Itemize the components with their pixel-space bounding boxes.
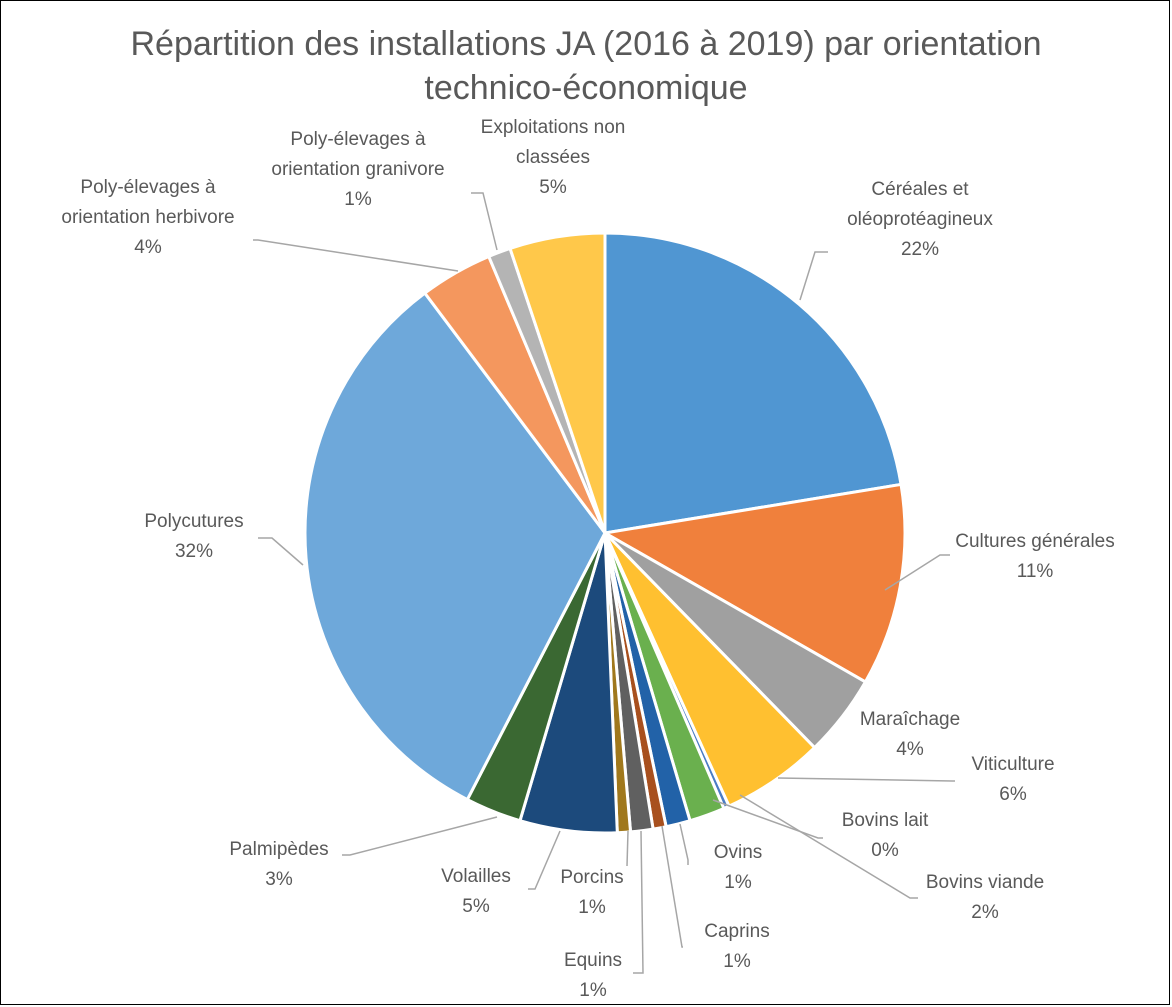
slice-value-label-equins: 1% bbox=[579, 980, 607, 1001]
leader-line-caprins bbox=[661, 825, 683, 948]
leader-line-cultures-generales bbox=[884, 554, 950, 591]
slice-category-label-bovins-lait: Bovins lait bbox=[842, 810, 929, 831]
pie-slice-polycutures bbox=[303, 291, 607, 802]
leader-line-volailles bbox=[528, 830, 561, 890]
leader-line-bovins-viande bbox=[739, 794, 918, 899]
slice-category-label-equins: Equins bbox=[564, 950, 622, 971]
slice-value-label-poly-elevages-a-orientation-granivore: 1% bbox=[344, 189, 372, 210]
slice-category-label-palmipedes: Palmipèdes bbox=[229, 839, 328, 860]
slice-category-label-exploitations-non-classees: Exploitations non bbox=[481, 117, 626, 138]
pie-slices bbox=[303, 231, 907, 835]
slice-category-label-bovins-viande: Bovins viande bbox=[926, 872, 1044, 893]
slice-value-label-caprins: 1% bbox=[723, 951, 751, 972]
pie-slice-cereales-et-oleoproteagineux bbox=[603, 231, 903, 535]
slice-category-label-maraichage: Maraîchage bbox=[860, 709, 960, 730]
slice-category-label-volailles: Volailles bbox=[441, 866, 511, 887]
chart-title: Répartition des installations JA (2016 à… bbox=[0, 22, 1172, 110]
slice-category-label-poly-elevages-a-orientation-granivore: Poly-élevages à bbox=[290, 129, 426, 150]
slice-category-label-caprins: Caprins bbox=[704, 921, 769, 942]
slice-value-label-bovins-viande: 2% bbox=[971, 902, 999, 923]
chart-title-line-2: technico-économique bbox=[424, 69, 748, 107]
slice-category-label-polycutures: Polycutures bbox=[144, 511, 243, 532]
slice-value-label-bovins-lait: 0% bbox=[871, 840, 899, 861]
leader-line-porcins bbox=[626, 830, 629, 867]
leader-line-palmipedes bbox=[342, 816, 498, 856]
slice-value-label-volailles: 5% bbox=[462, 896, 490, 917]
slice-category-label-poly-elevages-a-orientation-granivore: orientation granivore bbox=[271, 159, 444, 180]
leader-lines bbox=[253, 192, 955, 974]
leader-line-polycutures bbox=[258, 537, 304, 566]
slice-labels: Céréales et oléoprotéagineux 22% Cultures g… bbox=[61, 117, 1114, 1001]
slice-category-label-exploitations-non-classees: classées bbox=[516, 147, 590, 168]
leader-line-bovins-lait bbox=[712, 799, 823, 839]
leader-line-viticulture bbox=[777, 777, 955, 782]
slice-value-label-cultures-generales: 11% bbox=[1017, 561, 1054, 582]
slice-value-label-poly-elevages-a-orientation-herbivore: 4% bbox=[134, 237, 162, 258]
slice-category-label-cereales-et-oleoproteagineux: oléoprotéagineux bbox=[847, 209, 993, 230]
slice-value-label-porcins: 1% bbox=[578, 897, 606, 918]
slice-category-label-poly-elevages-a-orientation-herbivore: Poly-élevages à bbox=[80, 177, 216, 198]
slice-category-label-poly-elevages-a-orientation-herbivore: orientation herbivore bbox=[61, 207, 234, 228]
slice-value-label-polycutures: 32% bbox=[175, 541, 213, 562]
leader-line-ovins bbox=[679, 823, 689, 865]
slice-category-label-porcins: Porcins bbox=[560, 867, 623, 888]
chart-title-line-1: Répartition des installations JA (2016 à… bbox=[130, 25, 1042, 63]
slice-category-label-ovins: Ovins bbox=[714, 842, 763, 863]
pie-slice-exploitations-non-classees bbox=[508, 231, 607, 535]
leader-line-poly-elevages-a-orientation-granivore bbox=[471, 192, 498, 251]
slice-value-label-maraichage: 4% bbox=[896, 739, 924, 760]
slice-value-label-exploitations-non-classees: 5% bbox=[539, 177, 567, 198]
slice-value-label-palmipedes: 3% bbox=[265, 869, 293, 890]
slice-value-label-cereales-et-oleoproteagineux: 22% bbox=[901, 239, 939, 260]
leader-line-poly-elevages-a-orientation-herbivore bbox=[253, 239, 459, 272]
leader-line-cereales-et-oleoproteagineux bbox=[799, 251, 828, 301]
slice-category-label-cultures-generales: Cultures générales bbox=[955, 531, 1114, 552]
pie-slice-cultures-generales bbox=[603, 482, 907, 684]
slice-category-label-viticulture: Viticulture bbox=[971, 754, 1054, 775]
leader-line-equins bbox=[633, 830, 644, 974]
slice-category-label-cereales-et-oleoproteagineux: Céréales et bbox=[871, 179, 969, 200]
slice-value-label-ovins: 1% bbox=[724, 872, 752, 893]
slice-value-label-viticulture: 6% bbox=[999, 784, 1027, 805]
